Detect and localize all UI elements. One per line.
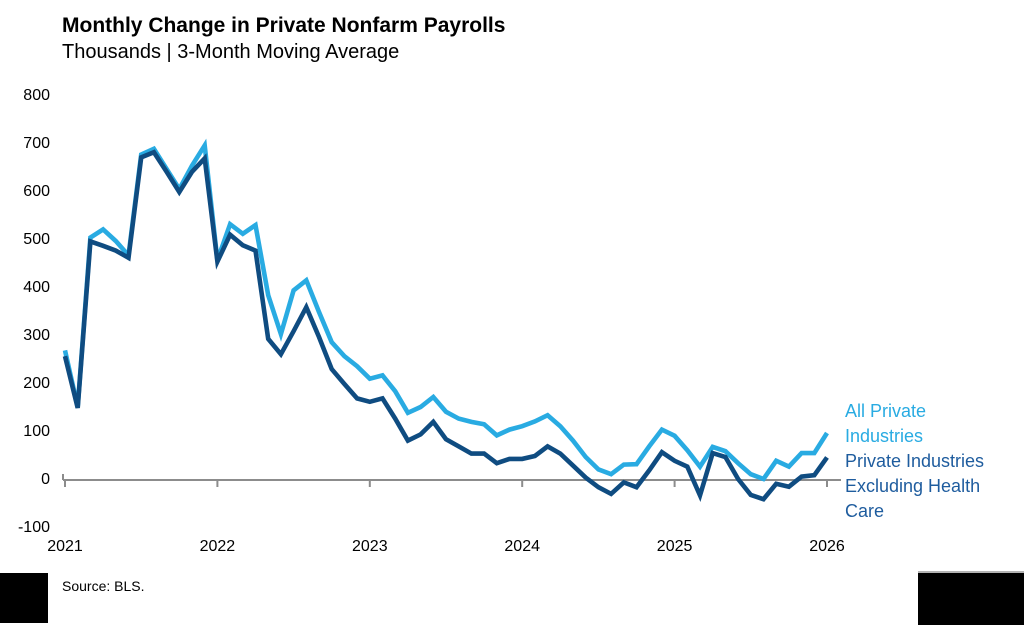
bottom-right-redaction-block (918, 571, 1024, 625)
legend-line: Excluding Health (845, 476, 981, 496)
legend-label-all-private-industries: All Private Industries (845, 399, 1017, 449)
source-label: Source: BLS. (62, 578, 145, 594)
legend-label-private-excluding-health-care: Private Industries Excluding Health Care (845, 449, 1017, 524)
bottom-left-redaction-block (0, 573, 48, 623)
legend-line: Private Industries (845, 451, 985, 471)
x-axis-tick-label: 2026 (809, 538, 845, 555)
x-axis-tick-label: 2023 (352, 538, 388, 555)
y-axis-tick-label: 500 (23, 231, 50, 248)
chart-title: Monthly Change in Private Nonfarm Payrol… (62, 14, 506, 37)
series-line-excluding-health-care (62, 149, 829, 503)
x-axis-tick-label: 2024 (504, 538, 540, 555)
y-axis-tick-label: 0 (41, 471, 50, 488)
series-line-all-private (62, 138, 829, 482)
y-axis-tick-label: 400 (23, 279, 50, 296)
chart-subtitle: Thousands | 3-Month Moving Average (62, 41, 400, 63)
legend-line: All Private (845, 401, 927, 421)
y-axis-tick-label: 800 (23, 87, 50, 104)
x-axis-tick-label: 2022 (199, 538, 236, 555)
x-axis-tick-label: 2025 (656, 538, 693, 555)
y-axis-tick-label: 600 (23, 183, 50, 200)
y-axis-tick-label: -100 (17, 519, 50, 536)
y-axis-tick-label: 700 (23, 135, 50, 152)
legend-line: Care (845, 501, 885, 521)
y-axis-tick-label: 100 (23, 423, 50, 440)
y-axis-tick-label: 300 (23, 327, 50, 344)
legend-line: Industries (845, 426, 924, 446)
x-axis-tick-label: 2021 (47, 538, 83, 555)
y-axis-tick-label: 200 (23, 375, 50, 392)
